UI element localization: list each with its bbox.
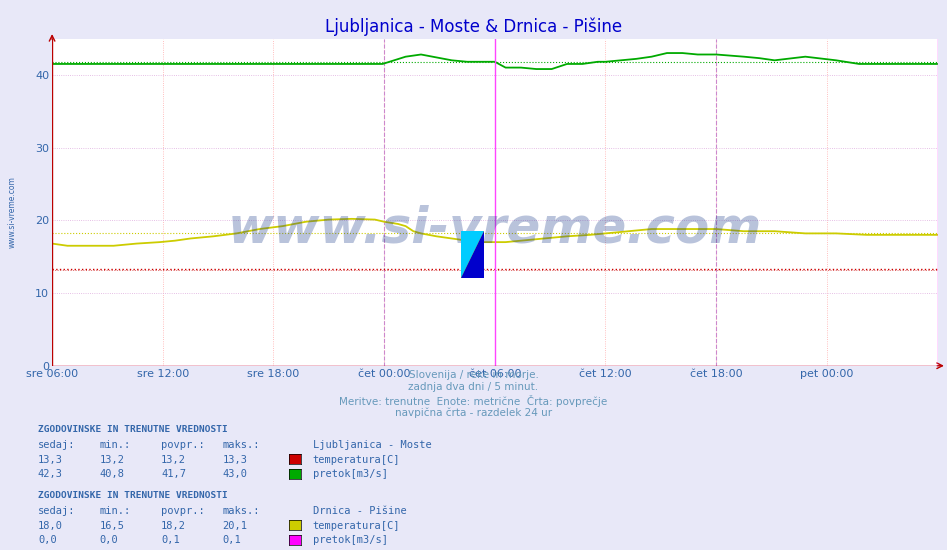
- Text: 13,2: 13,2: [161, 454, 186, 465]
- Text: navpična črta - razdelek 24 ur: navpična črta - razdelek 24 ur: [395, 408, 552, 418]
- Text: 16,5: 16,5: [99, 520, 124, 531]
- Text: 40,8: 40,8: [99, 469, 124, 479]
- Text: www.si-vreme.com: www.si-vreme.com: [8, 176, 17, 248]
- Text: sedaj:: sedaj:: [38, 506, 76, 516]
- Text: min.:: min.:: [99, 440, 131, 450]
- Text: 0,1: 0,1: [161, 535, 180, 545]
- Text: Drnica - Pišine: Drnica - Pišine: [313, 506, 406, 516]
- Text: Ljubljanica - Moste: Ljubljanica - Moste: [313, 440, 431, 450]
- Text: 13,2: 13,2: [99, 454, 124, 465]
- Text: ZGODOVINSKE IN TRENUTNE VREDNOSTI: ZGODOVINSKE IN TRENUTNE VREDNOSTI: [38, 491, 227, 500]
- Text: temperatura[C]: temperatura[C]: [313, 520, 400, 531]
- Text: povpr.:: povpr.:: [161, 440, 205, 450]
- Polygon shape: [461, 231, 484, 278]
- Text: Meritve: trenutne  Enote: metrične  Črta: povprečje: Meritve: trenutne Enote: metrične Črta: …: [339, 395, 608, 407]
- Text: 20,1: 20,1: [223, 520, 247, 531]
- Text: www.si-vreme.com: www.si-vreme.com: [227, 204, 762, 252]
- Text: sedaj:: sedaj:: [38, 440, 76, 450]
- Text: 43,0: 43,0: [223, 469, 247, 479]
- Text: zadnja dva dni / 5 minut.: zadnja dva dni / 5 minut.: [408, 382, 539, 392]
- Text: Slovenija / reke in morje.: Slovenija / reke in morje.: [408, 370, 539, 379]
- Polygon shape: [461, 231, 484, 278]
- Text: povpr.:: povpr.:: [161, 506, 205, 516]
- Text: 41,7: 41,7: [161, 469, 186, 479]
- Text: 13,3: 13,3: [38, 454, 63, 465]
- Text: Ljubljanica - Moste & Drnica - Pišine: Ljubljanica - Moste & Drnica - Pišine: [325, 18, 622, 36]
- Text: 0,1: 0,1: [223, 535, 241, 545]
- Text: 18,0: 18,0: [38, 520, 63, 531]
- Text: 0,0: 0,0: [99, 535, 118, 545]
- Text: 18,2: 18,2: [161, 520, 186, 531]
- Text: maks.:: maks.:: [223, 506, 260, 516]
- Text: min.:: min.:: [99, 506, 131, 516]
- Text: 13,3: 13,3: [223, 454, 247, 465]
- Text: temperatura[C]: temperatura[C]: [313, 454, 400, 465]
- Text: ZGODOVINSKE IN TRENUTNE VREDNOSTI: ZGODOVINSKE IN TRENUTNE VREDNOSTI: [38, 425, 227, 434]
- Text: 0,0: 0,0: [38, 535, 57, 545]
- Text: pretok[m3/s]: pretok[m3/s]: [313, 469, 387, 479]
- Text: pretok[m3/s]: pretok[m3/s]: [313, 535, 387, 545]
- Text: 42,3: 42,3: [38, 469, 63, 479]
- Text: maks.:: maks.:: [223, 440, 260, 450]
